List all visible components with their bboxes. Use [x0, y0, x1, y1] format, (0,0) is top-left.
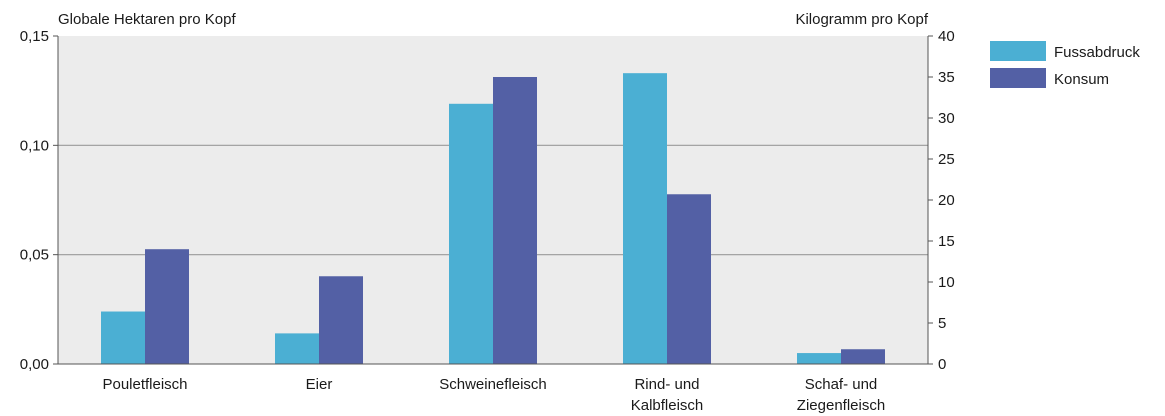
- left-tick-label: 0,15: [20, 28, 49, 45]
- bar-fussabdruck-0: [101, 311, 145, 364]
- left-tick-label: 0,05: [20, 247, 49, 264]
- right-tick-label: 0: [938, 356, 946, 373]
- left-tick-label: 0,10: [20, 137, 49, 154]
- right-tick-label: 35: [938, 69, 955, 86]
- right-tick-label: 30: [938, 110, 955, 127]
- category-label: Rind- und: [634, 376, 699, 393]
- bar-konsum-0: [145, 249, 189, 364]
- right-tick-label: 25: [938, 151, 955, 168]
- bar-konsum-2: [493, 77, 537, 364]
- legend-swatch-konsum: [990, 68, 1046, 88]
- legend-label-konsum: Konsum: [1054, 71, 1109, 88]
- bar-konsum-1: [319, 276, 363, 364]
- bar-fussabdruck-1: [275, 333, 319, 364]
- legend-label-fussabdruck: Fussabdruck: [1054, 44, 1140, 61]
- right-tick-label: 10: [938, 274, 955, 291]
- right-tick-label: 40: [938, 28, 955, 45]
- bar-konsum-4: [841, 349, 885, 364]
- right-tick-label: 15: [938, 233, 955, 250]
- right-axis-title: Kilogramm pro Kopf: [795, 11, 928, 28]
- left-tick-label: 0,00: [20, 356, 49, 373]
- category-label: Schaf- und: [805, 376, 878, 393]
- bar-fussabdruck-3: [623, 73, 667, 364]
- category-label: Kalbfleisch: [631, 397, 704, 414]
- category-label: Schweinefleisch: [439, 376, 547, 393]
- legend-swatch-fussabdruck: [990, 41, 1046, 61]
- bar-fussabdruck-4: [797, 353, 841, 364]
- legend: Fussabdruck Konsum: [990, 41, 1140, 88]
- bar-konsum-3: [667, 194, 711, 364]
- category-label: Eier: [306, 376, 333, 393]
- category-label: Ziegenfleisch: [797, 397, 885, 414]
- left-axis-title: Globale Hektaren pro Kopf: [58, 11, 236, 28]
- right-tick-label: 20: [938, 192, 955, 209]
- right-tick-label: 5: [938, 315, 946, 332]
- category-label: Pouletfleisch: [102, 376, 187, 393]
- bar-fussabdruck-2: [449, 103, 493, 364]
